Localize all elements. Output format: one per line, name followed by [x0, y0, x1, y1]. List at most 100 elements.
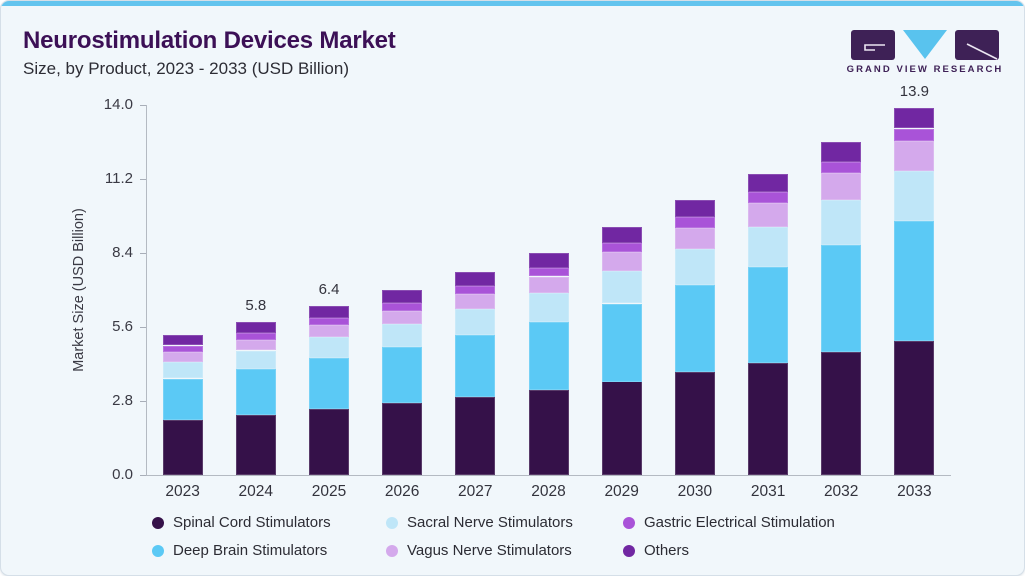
y-tick-label: 11.2	[104, 170, 133, 187]
legend-item: Others	[623, 538, 835, 563]
legend-swatch	[386, 544, 398, 557]
bar-segment	[894, 140, 935, 171]
bar-segment	[674, 200, 715, 218]
y-tick-label: 0.0	[112, 466, 133, 483]
bar-segment	[309, 325, 349, 338]
bar-segment	[235, 369, 276, 415]
bar-segment	[821, 173, 862, 200]
bar-segment	[235, 350, 276, 370]
bar-segment	[382, 303, 423, 311]
x-tick-label: 2033	[897, 483, 932, 500]
x-tick-label: 2023	[165, 483, 200, 500]
legend-swatch	[152, 516, 164, 529]
bar-segment	[601, 303, 642, 382]
y-tick-label: 8.4	[112, 244, 133, 261]
bar-segment	[309, 318, 349, 326]
bar-segment	[528, 293, 569, 322]
bar-segment	[235, 339, 276, 351]
bar-segment	[894, 220, 935, 341]
bar-segment	[894, 107, 935, 129]
bar-segment	[162, 378, 203, 420]
bar-segment	[528, 253, 569, 268]
legend-label: Deep Brain Stimulators	[173, 542, 328, 559]
bar-segment	[601, 252, 642, 272]
legend-item: Spinal Cord Stimulators	[152, 510, 386, 535]
x-tick-label: 2031	[750, 483, 786, 500]
y-tick-label: 2.8	[112, 392, 133, 409]
x-tick-label: 2029	[604, 483, 639, 500]
y-tick-mark	[140, 474, 146, 476]
bar-segment	[455, 334, 496, 398]
y-tick-mark	[140, 400, 146, 402]
bar-segment	[309, 337, 349, 359]
bar-segment	[748, 363, 788, 475]
x-tick-label: 2025	[311, 483, 347, 500]
legend-item: Deep Brain Stimulators	[152, 538, 386, 563]
bar-segment	[674, 249, 715, 286]
bar-segment	[748, 173, 788, 192]
legend-label: Gastric Electrical Stimulation	[644, 514, 835, 531]
y-axis-title: Market Size (USD Billion)	[71, 208, 87, 372]
bar-segment	[674, 372, 715, 475]
y-tick-mark	[140, 104, 146, 106]
legend-label: Others	[644, 542, 690, 559]
bar-segment	[455, 271, 496, 286]
bar-total-label: 6.4	[318, 280, 340, 298]
bar-segment	[601, 381, 642, 475]
legend-swatch	[623, 516, 635, 529]
bar-segment	[455, 397, 496, 475]
legend-swatch	[152, 544, 164, 557]
bar-segment	[674, 217, 715, 228]
bar-segment	[821, 352, 862, 475]
x-tick-label: 2024	[238, 483, 274, 500]
accent-bar	[1, 1, 1024, 6]
legend-swatch	[623, 544, 635, 557]
bar-segment	[601, 226, 642, 243]
bar-segment	[382, 403, 423, 475]
bar-segment	[528, 276, 569, 294]
bar-segment	[235, 333, 276, 340]
x-tick-label: 2032	[823, 483, 859, 500]
y-tick-mark	[140, 252, 146, 254]
bar-segment	[162, 361, 203, 379]
legend-item: Sacral Nerve Stimulators	[386, 510, 623, 535]
bar-segment	[455, 293, 496, 309]
y-tick-label: 14.0	[103, 96, 133, 113]
bar-segment	[309, 408, 349, 475]
bar-segment	[235, 414, 276, 475]
gvr-logo: GRAND VIEW RESEARCH	[847, 29, 1001, 75]
y-tick-mark	[140, 326, 146, 328]
bar-segment	[309, 305, 349, 319]
y-axis-line	[146, 105, 147, 476]
x-tick-label: 2027	[458, 483, 493, 500]
legend-item: Gastric Electrical Stimulation	[623, 510, 835, 535]
bar-segment	[894, 170, 935, 221]
legend-item: Vagus Nerve Stimulators	[386, 538, 623, 563]
bar-segment	[821, 199, 862, 245]
bar-segment	[162, 419, 203, 475]
bar-segment	[382, 310, 423, 325]
bar-segment	[674, 285, 715, 373]
bar-segment	[528, 267, 569, 277]
page-subtitle: Size, by Product, 2023 - 2033 (USD Billi…	[23, 59, 349, 78]
y-tick-label: 5.6	[112, 318, 133, 335]
legend-label: Vagus Nerve Stimulators	[407, 542, 572, 559]
legend-label: Sacral Nerve Stimulators	[407, 514, 573, 531]
bar-segment	[528, 321, 569, 391]
bar-segment	[894, 341, 935, 475]
bar-segment	[382, 347, 423, 404]
legend-swatch	[386, 516, 398, 529]
x-tick-label: 2026	[384, 483, 420, 500]
bar-segment	[162, 351, 203, 362]
bar-segment	[821, 244, 862, 353]
x-tick-label: 2030	[677, 483, 713, 500]
bar-segment	[894, 128, 935, 141]
x-axis-line	[146, 475, 951, 476]
bar-segment	[674, 227, 715, 249]
bar-segment	[748, 191, 788, 203]
chart-legend: Spinal Cord Stimulators Sacral Nerve Stim…	[152, 510, 835, 563]
bar-segment	[528, 390, 569, 475]
bar-segment	[382, 324, 423, 348]
gvr-logo-icon	[851, 30, 999, 60]
